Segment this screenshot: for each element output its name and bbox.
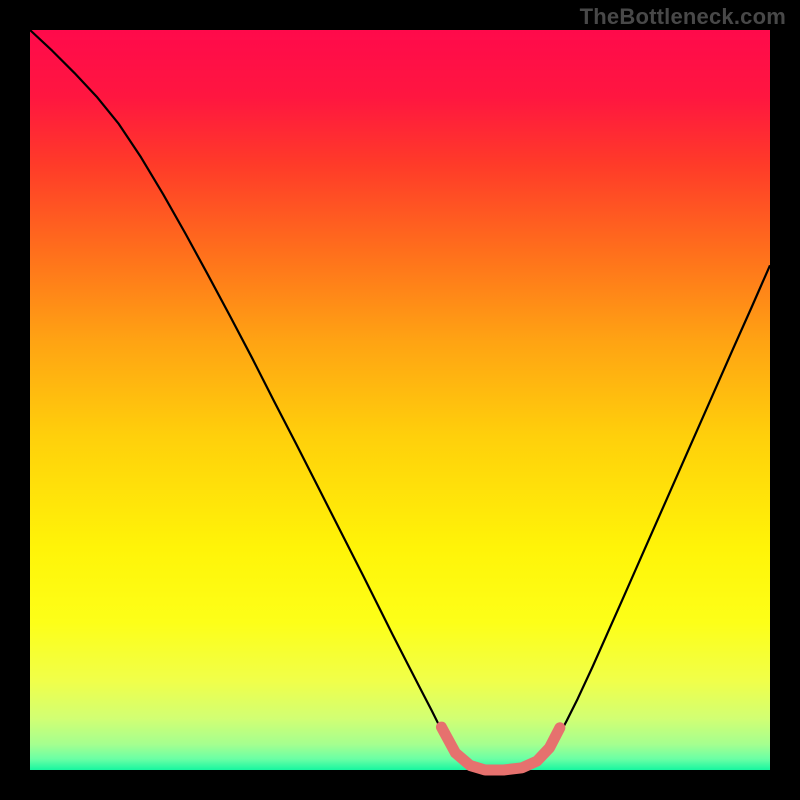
plot-background xyxy=(30,30,770,770)
bottleneck-chart xyxy=(0,0,800,800)
watermark-text: TheBottleneck.com xyxy=(580,4,786,30)
chart-container: TheBottleneck.com xyxy=(0,0,800,800)
